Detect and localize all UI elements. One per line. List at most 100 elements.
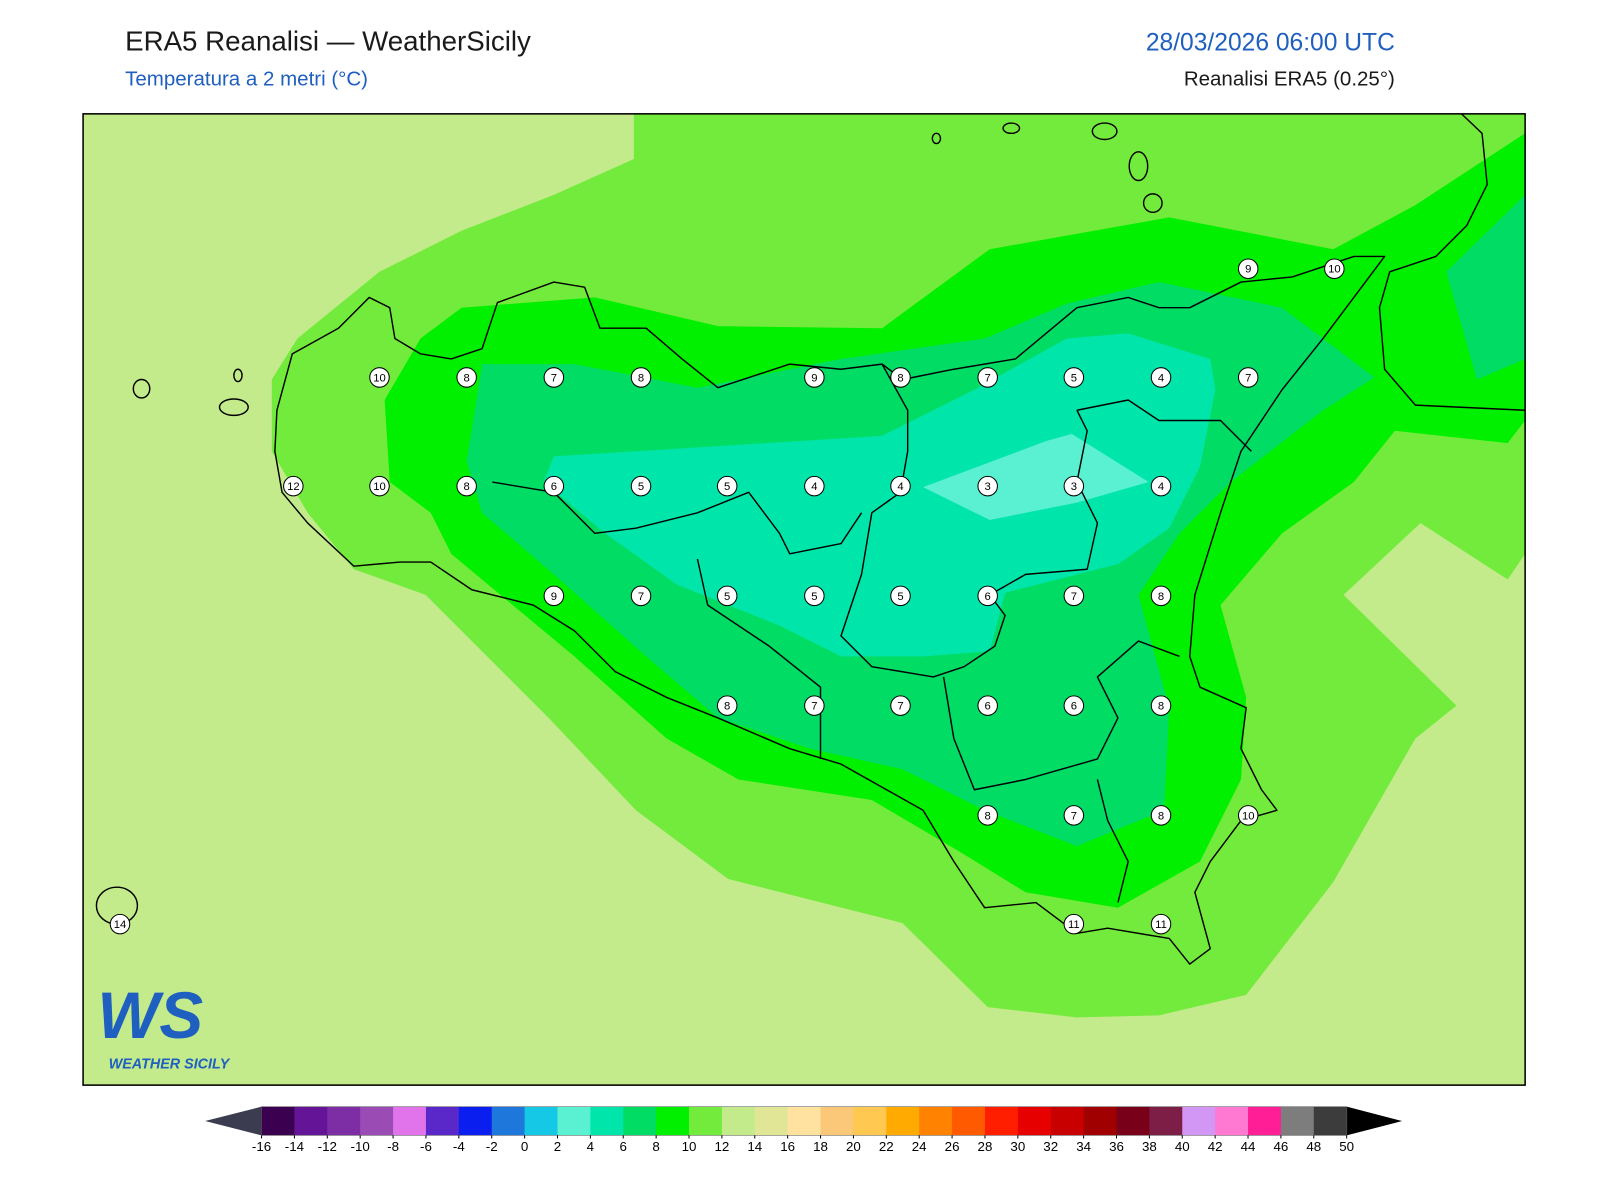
island (233, 368, 243, 383)
map-area: 9 10 10 8 7 8 9 8 7 5 4 7 12 10 8 6 5 5 4 4 3 3 4 9 7 5 5 5 6 7 8 8 7 7 6 6… (82, 113, 1526, 1086)
station-value: 9 (1245, 264, 1251, 276)
colorbar-segment (886, 1106, 920, 1136)
station-value: 9 (551, 591, 557, 603)
station-value: 8 (1158, 810, 1164, 822)
colorbar-tick-label: 48 (1306, 1139, 1321, 1154)
station-value: 7 (1071, 591, 1077, 603)
station-marker (1324, 258, 1345, 279)
station-value: 7 (1071, 810, 1077, 822)
colorbar-segment (689, 1106, 723, 1136)
station-value: 7 (1245, 372, 1251, 384)
station-value: 7 (638, 591, 644, 603)
colorbar-segment (557, 1106, 591, 1136)
coastline (274, 255, 1386, 965)
subtitle: Temperatura a 2 metri (°C) (125, 67, 368, 90)
station-value: 7 (811, 701, 817, 713)
colorbar-tick-label: 14 (747, 1139, 762, 1154)
colorbar-segment (294, 1106, 328, 1136)
colorbar-segment (1017, 1106, 1052, 1136)
colorbar-tick-label: 42 (1208, 1139, 1223, 1154)
calabria-coast (1378, 113, 1526, 411)
province-border (492, 481, 863, 555)
station-marker (1063, 475, 1085, 497)
station-marker (716, 695, 738, 716)
colorbar-segment (360, 1106, 394, 1136)
colorbar-tick-label: 18 (813, 1139, 828, 1154)
station-marker (804, 475, 825, 497)
logo: WS WEATHER SICILY (97, 979, 230, 1073)
station-value: 6 (551, 481, 557, 493)
station-marker (1063, 367, 1085, 388)
island (931, 132, 942, 145)
station-marker (543, 475, 565, 497)
colorbar-tick-label: 8 (652, 1139, 659, 1154)
colorbar-segment (1083, 1106, 1118, 1136)
colorbar-tick-label: 38 (1142, 1139, 1157, 1154)
colorbar-frame (261, 1106, 1347, 1136)
station-marker (804, 367, 825, 388)
province-border (1096, 779, 1129, 903)
colorbar-segment (984, 1106, 1019, 1136)
station-value: 14 (114, 919, 127, 931)
station-value: 5 (811, 591, 817, 603)
station-value: 5 (1071, 372, 1077, 384)
logo-mark: WS (97, 979, 203, 1052)
colorbar-tick-label: 26 (945, 1139, 960, 1154)
title: ERA5 Reanalisi — WeatherSicily (125, 25, 531, 56)
colorbar-tick-label: 20 (846, 1139, 861, 1154)
station-value: 7 (985, 372, 991, 384)
station-value: 3 (1071, 481, 1077, 493)
colorbar-tick-label: 34 (1076, 1139, 1091, 1154)
station-marker (1237, 367, 1259, 388)
station-marker (890, 367, 911, 388)
station-marker (369, 475, 390, 497)
colorbar-tick-label: 28 (978, 1139, 993, 1154)
map-frame (82, 113, 1526, 1086)
colorbar-segment (261, 1106, 295, 1136)
station-marker (1150, 805, 1172, 826)
station-value: 8 (1158, 591, 1164, 603)
station-marker (630, 475, 652, 497)
colorbar-over (1346, 1106, 1403, 1136)
colorbar-tick-label: -4 (453, 1139, 465, 1154)
colorbar-tick-label: 44 (1241, 1139, 1256, 1154)
station-marker (1150, 367, 1172, 388)
station-value: 9 (811, 372, 817, 384)
colorbar-segment (1215, 1106, 1249, 1136)
colorbar-tick-label: -2 (486, 1139, 498, 1154)
colorbar-segment (524, 1106, 558, 1136)
colorbar-segment (590, 1106, 624, 1136)
station-marker (1063, 585, 1085, 607)
colorbar-segment (656, 1106, 690, 1136)
colorbar-segment (721, 1106, 756, 1136)
station-marker (977, 367, 998, 388)
station-marker (716, 585, 738, 607)
colorbar-tick-label: 50 (1339, 1139, 1354, 1154)
colorbar-segment (1313, 1106, 1348, 1136)
island (1142, 193, 1163, 214)
colorbar-tick-label: 6 (620, 1139, 627, 1154)
field-6-8 (1446, 194, 1526, 380)
station-marker (977, 475, 998, 497)
colorbar-tick-label: 10 (682, 1139, 697, 1154)
colorbar-tick-label: 2 (554, 1139, 561, 1154)
station-marker (890, 475, 911, 497)
station-layer: 9 10 10 8 7 8 9 8 7 5 4 7 12 10 8 6 5 5 4 4 3 3 4 9 7 5 5 5 6 7 8 8 7 7 6 6… (109, 258, 1345, 935)
station-value: 5 (897, 591, 903, 603)
station-marker (1237, 258, 1259, 279)
province-border (1076, 399, 1252, 452)
station-marker (1150, 913, 1172, 935)
station-value: 8 (464, 372, 470, 384)
station-marker (1150, 475, 1172, 497)
colorbar-tick-label: -6 (420, 1139, 432, 1154)
colorbar-segment (1149, 1106, 1183, 1136)
colorbar-tick-label: 36 (1109, 1139, 1124, 1154)
station-value: 8 (638, 372, 644, 384)
colorbar-tick-label: -10 (351, 1139, 370, 1154)
colorbar-segment (327, 1106, 361, 1136)
colorbar-segment (853, 1106, 887, 1136)
station-value: 8 (464, 481, 470, 493)
colorbar-segment (1182, 1106, 1216, 1136)
station-marker (716, 475, 738, 497)
